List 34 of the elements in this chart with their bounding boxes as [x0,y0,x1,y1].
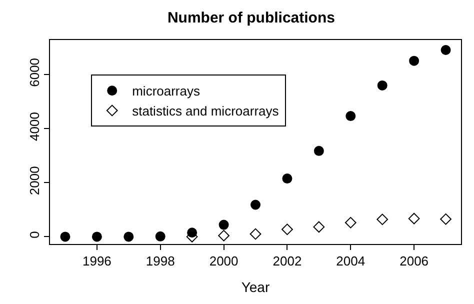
x-axis-title: Year [241,278,270,295]
x-tick-label: 2002 [272,254,302,269]
point [408,212,420,224]
point [92,232,102,242]
y-tick-label: 4000 [26,112,42,141]
x-tick-label: 2000 [209,254,238,269]
chart-title: Number of publications [167,10,335,27]
y-tick-label: 2000 [26,166,42,196]
point [440,213,452,225]
point [282,174,292,184]
point [346,111,356,122]
point [313,221,325,233]
point [250,228,262,240]
point [344,216,356,228]
point [409,56,420,66]
point [377,80,388,90]
point [218,230,230,242]
point [376,214,388,226]
point [440,45,451,56]
x-tick-label: 1996 [82,254,112,269]
legend-label: statistics and microarrays [132,104,280,119]
point [60,232,70,242]
point [155,231,166,242]
y-tick-label: 0 [26,231,42,238]
point [250,200,260,210]
point [218,220,229,230]
point [314,146,324,156]
point [124,232,134,242]
y-tick-label: 6000 [26,58,42,87]
x-tick-label: 2004 [336,254,366,269]
legend-label: microarrays [132,84,200,99]
x-tick-label: 2006 [400,254,429,269]
point [282,224,293,236]
x-tick-label: 1998 [146,254,175,269]
